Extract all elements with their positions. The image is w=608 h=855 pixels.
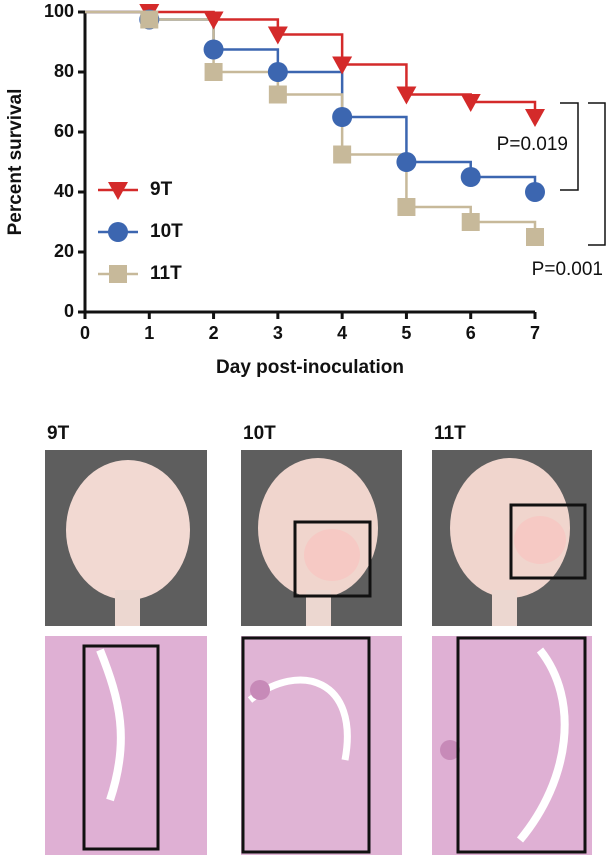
x-tick-label: 6 — [466, 323, 476, 343]
legend-marker — [108, 182, 128, 200]
y-tick-label: 80 — [54, 61, 74, 81]
marker — [268, 85, 287, 104]
marker — [140, 10, 159, 29]
bracket — [588, 102, 606, 246]
x-tick-label: 4 — [337, 323, 347, 343]
y-tick-label: 60 — [54, 121, 74, 141]
bracket — [560, 102, 579, 191]
marker — [526, 228, 544, 246]
x-tick-label: 5 — [401, 323, 411, 343]
x-tick-label: 3 — [273, 323, 283, 343]
y-tick-label: 100 — [44, 1, 74, 21]
marker — [396, 86, 417, 105]
panel-label: 9T — [47, 423, 70, 444]
x-tick-label: 2 — [209, 323, 219, 343]
histology — [241, 636, 402, 855]
panel-label: 10T — [243, 423, 276, 444]
tumor-photo — [241, 450, 402, 626]
legend-label: 9T — [150, 179, 173, 200]
marker — [396, 152, 417, 172]
marker — [525, 182, 545, 202]
legend-marker — [109, 265, 127, 283]
x-tick-label: 7 — [530, 323, 540, 343]
tumor-photo — [432, 450, 592, 626]
marker — [460, 94, 481, 112]
histology — [432, 636, 592, 855]
legend-marker — [108, 222, 128, 242]
survival-chart: Percent survival Day post-inoculation P=… — [5, 1, 606, 378]
marker — [397, 198, 416, 216]
legend-label: 10T — [150, 221, 183, 242]
marker — [460, 167, 481, 187]
legend-label: 11T — [150, 263, 182, 284]
y-tick-label: 0 — [64, 301, 74, 321]
y-tick-label: 20 — [54, 241, 74, 261]
photo-panels: 9T 10T 11T — [45, 423, 592, 855]
marker — [203, 39, 224, 60]
x-axis-label: Day post-inoculation — [216, 357, 404, 378]
marker — [203, 11, 224, 30]
marker — [332, 107, 353, 127]
x-tick-label: 0 — [80, 323, 90, 343]
marker — [333, 145, 352, 164]
marker — [461, 213, 480, 231]
p-value: P=0.019 — [497, 134, 568, 155]
marker — [525, 109, 545, 127]
histology — [45, 636, 207, 855]
p-value: P=0.001 — [532, 259, 603, 280]
marker — [267, 62, 288, 82]
y-axis-label: Percent survival — [5, 89, 26, 236]
survival-line — [85, 10, 537, 237]
panel-label: 11T — [434, 423, 466, 444]
y-tick-label: 40 — [54, 181, 74, 201]
tumor-photo — [45, 450, 207, 626]
x-tick-label: 1 — [144, 323, 154, 343]
marker — [267, 26, 288, 45]
marker — [332, 56, 353, 75]
marker — [204, 63, 223, 81]
